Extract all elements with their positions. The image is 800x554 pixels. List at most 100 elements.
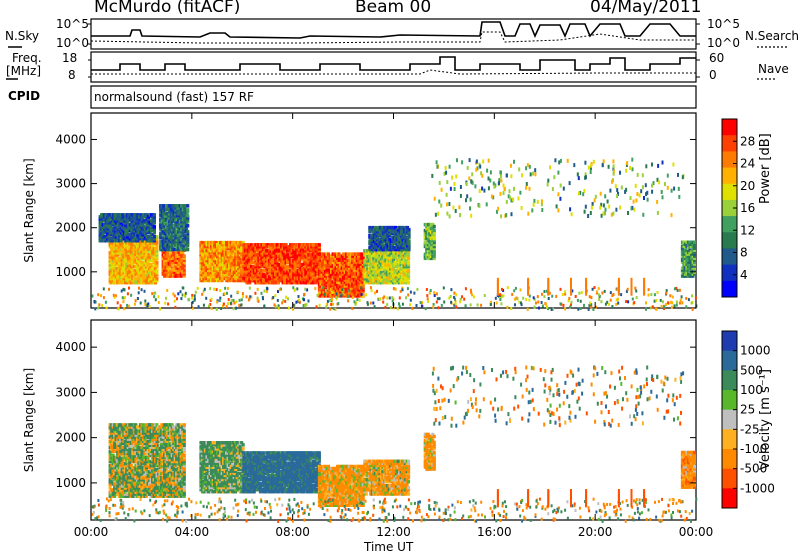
heatmap-cell (353, 300, 356, 304)
heatmap-cell (183, 243, 187, 248)
heatmap-cell (349, 278, 353, 282)
heatmap-cell (385, 274, 389, 279)
heatmap-cell (398, 253, 401, 257)
heatmap-cell (385, 261, 389, 265)
heatmap-cell (407, 229, 411, 234)
heatmap-cell (409, 303, 412, 307)
heatmap-cell (392, 241, 396, 246)
heatmap-cell (302, 304, 305, 307)
heatmap-cell (272, 296, 275, 299)
heatmap-cell (407, 257, 411, 261)
heatmap-cell (341, 288, 344, 292)
heatmap-cell (217, 252, 221, 257)
heatmap-cell (278, 251, 282, 255)
heatmap-cell (423, 240, 427, 245)
heatmap-cell (385, 272, 389, 277)
heatmap-cell (168, 247, 172, 252)
heatmap-cell (304, 287, 307, 291)
heatmap-cell (165, 206, 169, 210)
heatmap-cell (689, 262, 693, 266)
heatmap-cell (371, 237, 375, 242)
cpid-text: normalsound (fast) 157 RF (94, 90, 254, 104)
nave-tick-top: 60 (709, 51, 725, 65)
heatmap-cell (436, 297, 439, 301)
heatmap-cell (213, 250, 216, 255)
heatmap-cell (378, 269, 382, 273)
heatmap-cell (423, 234, 427, 239)
heatmap-cell (690, 301, 693, 305)
heatmap-cell (153, 229, 156, 233)
heatmap-cell (147, 229, 150, 233)
heatmap-cell (361, 290, 365, 294)
heatmap-cell (228, 272, 232, 277)
heatmap-cell (576, 298, 579, 302)
freq-trace (91, 56, 696, 71)
heatmap-cell (153, 237, 156, 241)
heatmap-cell (525, 182, 528, 186)
heatmap-cell (143, 237, 147, 241)
heatmap-cell (303, 292, 306, 296)
heatmap-cell (184, 245, 188, 250)
heatmap-cell (401, 288, 404, 292)
heatmap-cell (174, 216, 178, 220)
heatmap-cell (459, 193, 462, 198)
heatmap-cell (361, 280, 365, 284)
heatmap-cell (440, 303, 443, 307)
heatmap-cell (266, 265, 270, 269)
heatmap-cell (146, 257, 150, 261)
heatmap-cell (606, 300, 609, 304)
heatmap-cell (278, 278, 282, 283)
heatmap-cell (328, 256, 332, 260)
heatmap-cell (119, 213, 123, 217)
heatmap-cell (143, 229, 147, 233)
heatmap-cell (336, 280, 339, 284)
heatmap-cell (405, 272, 409, 277)
heatmap-cell (180, 231, 184, 236)
heatmap-cell (254, 249, 258, 253)
heatmap-cell (290, 280, 294, 285)
heatmap-cell (157, 301, 160, 304)
heatmap-cell (587, 165, 590, 170)
heatmap-cell (125, 280, 129, 285)
heatmap-cell (231, 250, 235, 255)
heatmap-cell (505, 173, 508, 178)
heatmap-cell (423, 230, 427, 235)
heatmap-cell (428, 234, 432, 239)
heatmap-cell (334, 290, 338, 294)
heatmap-cell (186, 229, 190, 234)
heatmap-cell (214, 240, 218, 245)
heatmap-cell (173, 264, 177, 268)
heatmap-cell (277, 306, 280, 310)
heatmap-cell (125, 245, 129, 249)
heatmap-cell (373, 269, 377, 273)
heatmap-cell (396, 265, 400, 269)
heatmap-cell (126, 253, 130, 257)
heatmap-cell (220, 258, 224, 263)
heatmap-cell (170, 262, 174, 266)
heatmap-cell (237, 260, 241, 265)
heatmap-cell (593, 286, 596, 289)
heatmap-cell (398, 241, 402, 246)
heatmap-cell (290, 247, 294, 251)
heatmap-cell (172, 227, 176, 232)
heatmap-cell (180, 225, 184, 230)
heatmap-cell (432, 250, 436, 255)
heatmap-cell (386, 225, 390, 230)
heatmap-cell (292, 307, 295, 311)
heatmap-cell (277, 304, 280, 308)
heatmap-cell (520, 303, 523, 307)
heatmap-cell (155, 261, 159, 265)
heatmap-cell (149, 255, 153, 259)
heatmap-cell (399, 270, 403, 275)
heatmap-cell (331, 286, 334, 290)
heatmap-cell (402, 267, 406, 271)
heatmap-cell (226, 276, 230, 281)
heatmap-cell (342, 268, 346, 272)
heatmap-cell (689, 256, 693, 260)
heatmap-cell (273, 303, 276, 307)
heatmap-cell (237, 254, 241, 259)
heatmap-cell (453, 295, 456, 299)
heatmap-cell (397, 233, 400, 238)
heatmap-cell (633, 301, 636, 305)
heatmap-cell (261, 255, 265, 259)
